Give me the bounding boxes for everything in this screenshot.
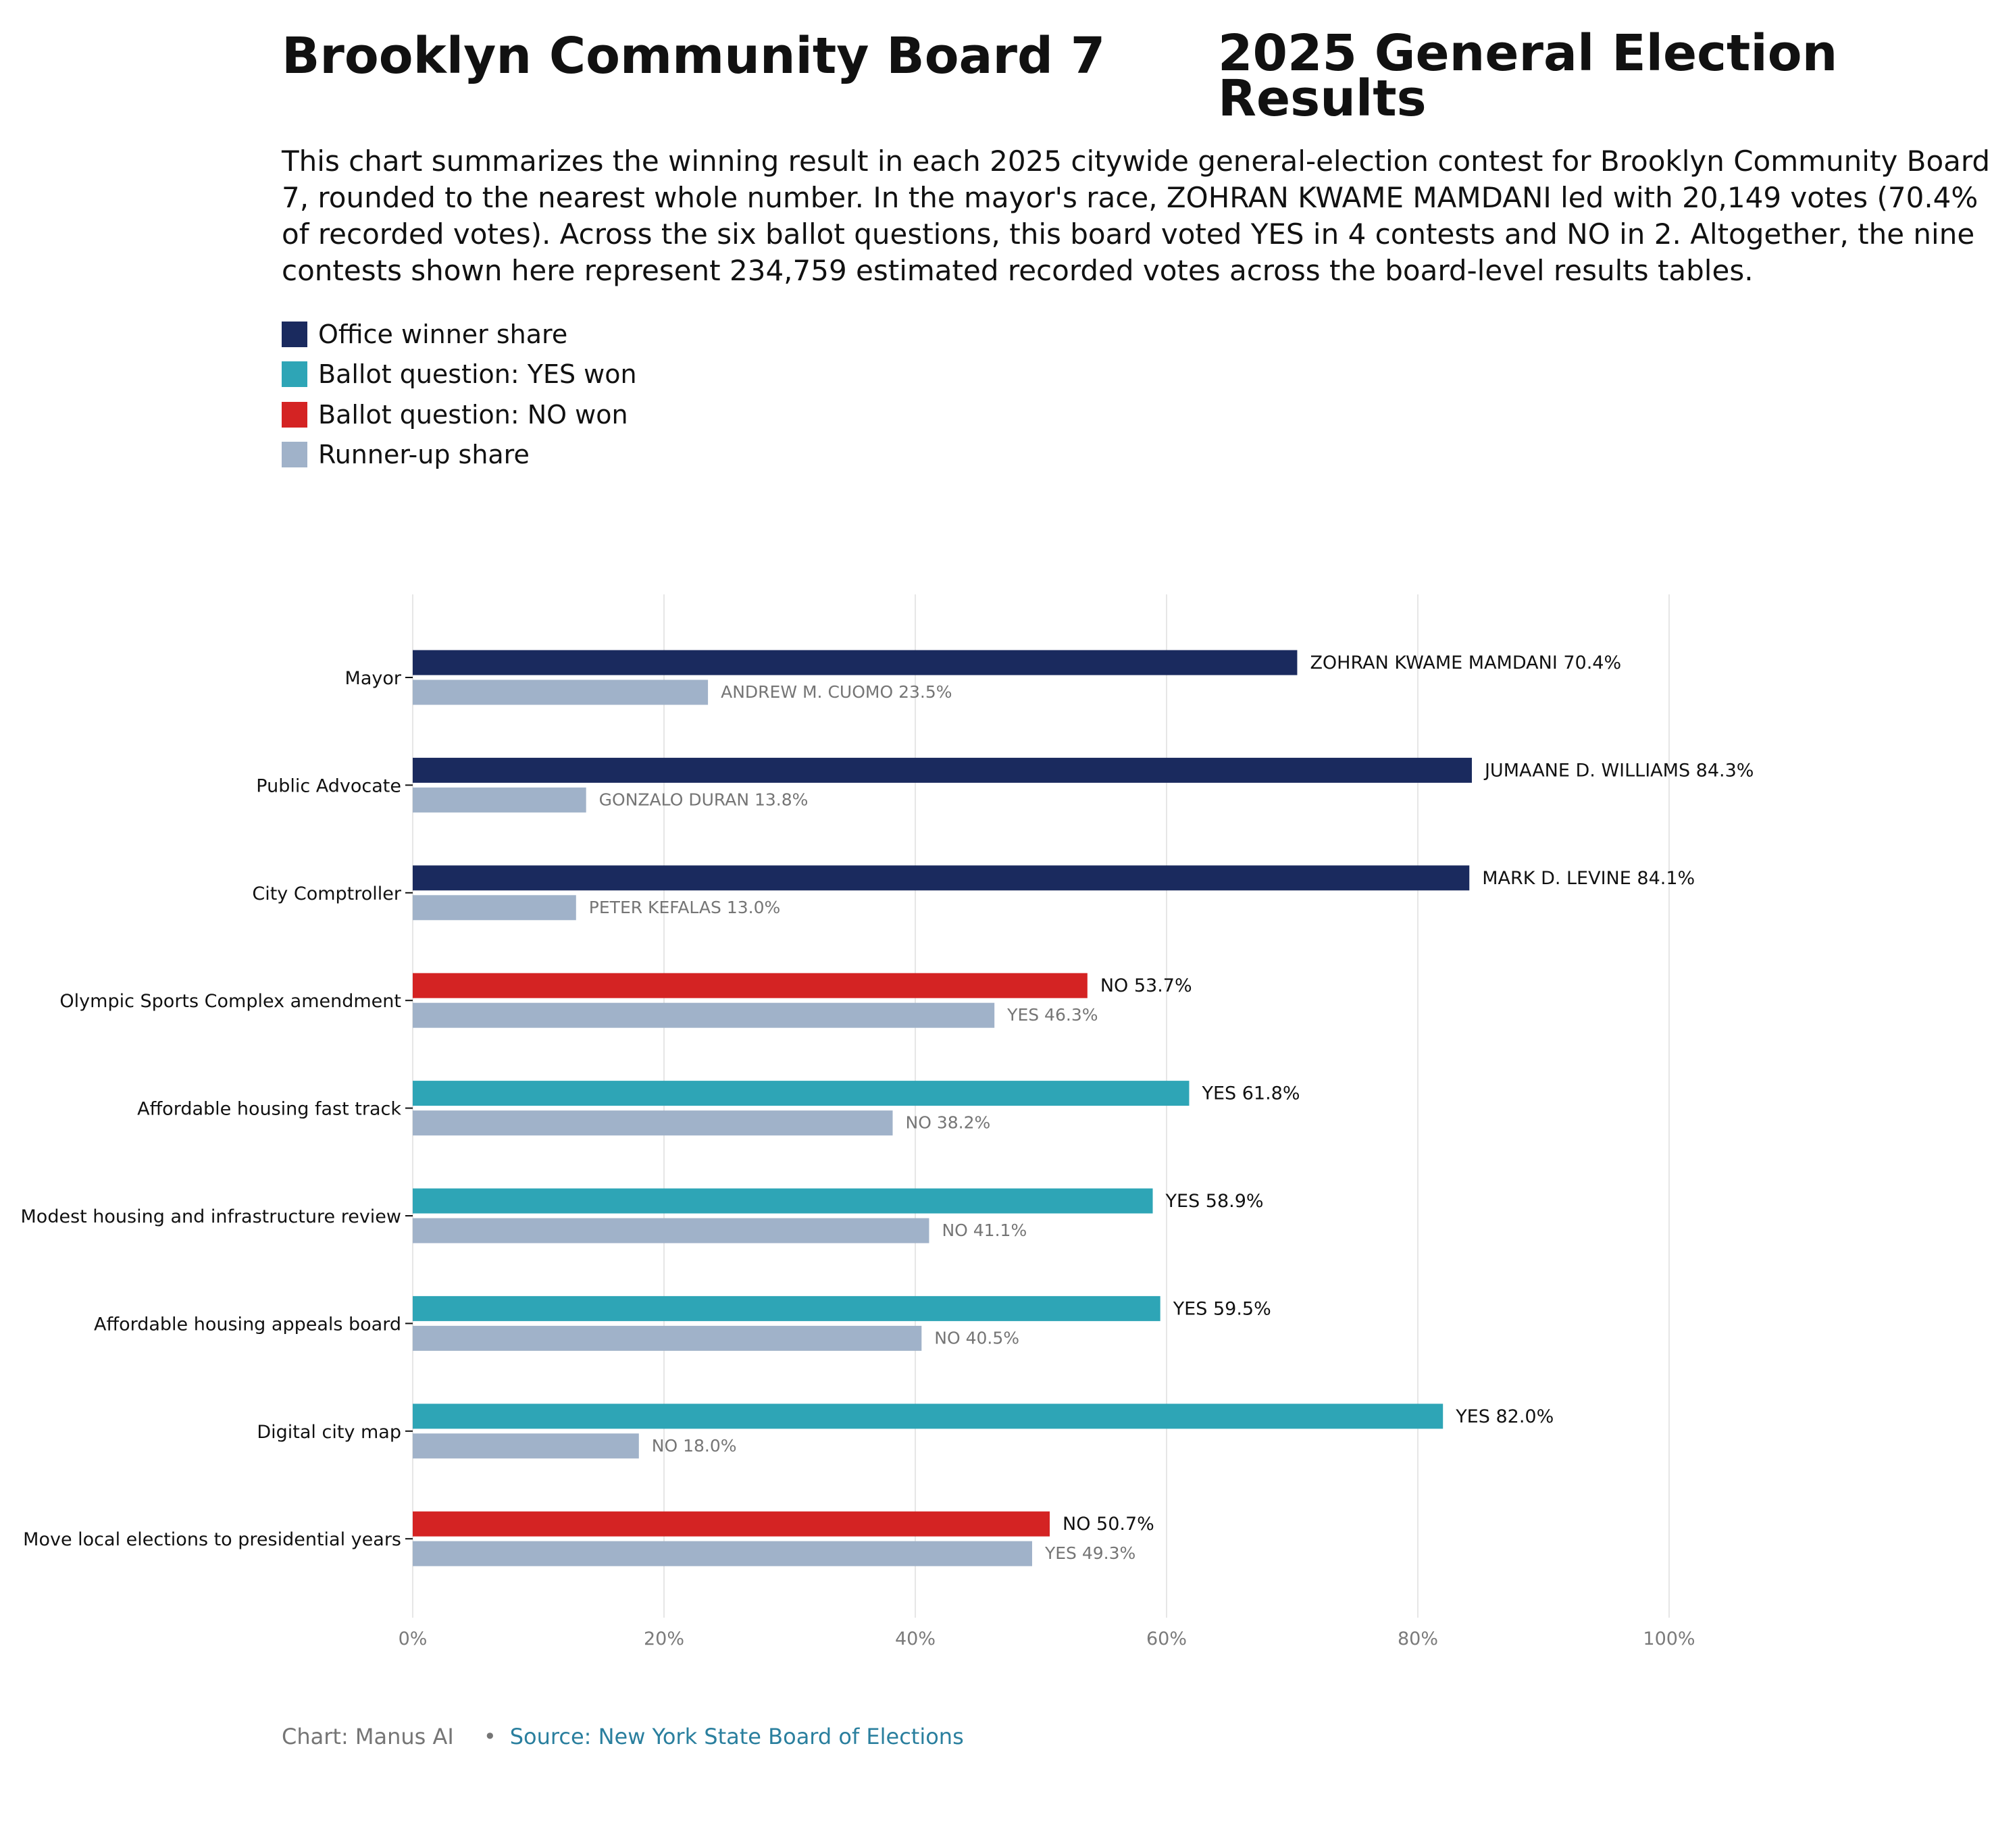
- category-label-city-comptroller: City Comptroller: [252, 883, 402, 904]
- legend-item-runner-up: Runner-up share: [282, 435, 637, 476]
- winner-bar-olympic-sports-complex-amendment: [413, 973, 1088, 998]
- winner-label-mayor: ZOHRAN KWAME MAMDANI 70.4%: [1310, 652, 1621, 673]
- legend-label-runner-up: Runner-up share: [318, 440, 530, 470]
- legend-item-office-winner: Office winner share: [282, 314, 637, 355]
- legend-item-no-won: Ballot question: NO won: [282, 394, 637, 435]
- legend-swatch-office-winner: [282, 321, 307, 347]
- category-label-mayor: Mayor: [345, 668, 402, 689]
- winner-label-move-local-elections-to-presidential-years: NO 50.7%: [1063, 1514, 1154, 1535]
- winner-bar-mayor: [413, 650, 1298, 675]
- winner-bar-city-comptroller: [413, 865, 1470, 891]
- x-tick-label: 0%: [399, 1628, 428, 1649]
- legend-swatch-runner-up: [282, 442, 307, 468]
- winner-bar-move-local-elections-to-presidential-years: [413, 1511, 1050, 1537]
- winner-label-affordable-housing-fast-track: YES 61.8%: [1201, 1083, 1300, 1104]
- winner-label-affordable-housing-appeals-board: YES 59.5%: [1173, 1298, 1271, 1319]
- runner-up-label-modest-housing-and-infrastructure-review: NO 41.1%: [942, 1221, 1027, 1240]
- chart-footer: Chart: Manus AI • Source: New York State B…: [282, 1724, 964, 1749]
- footer-separator: •: [483, 1724, 496, 1749]
- runner-up-bar-affordable-housing-appeals-board: [413, 1325, 922, 1351]
- winner-bar-digital-city-map: [413, 1404, 1444, 1429]
- legend: Office winner share Ballot question: YES…: [282, 314, 637, 475]
- runner-up-bar-city-comptroller: [413, 895, 576, 921]
- runner-up-bar-olympic-sports-complex-amendment: [413, 1002, 995, 1028]
- runner-up-label-public-advocate: GONZALO DURAN 13.8%: [599, 790, 809, 809]
- runner-up-bar-modest-housing-and-infrastructure-review: [413, 1218, 929, 1243]
- runner-up-label-move-local-elections-to-presidential-years: YES 49.3%: [1044, 1543, 1135, 1563]
- x-tick-label: 100%: [1643, 1628, 1695, 1649]
- runner-up-bar-move-local-elections-to-presidential-years: [413, 1541, 1032, 1566]
- runner-up-label-olympic-sports-complex-amendment: YES 46.3%: [1006, 1005, 1098, 1025]
- runner-up-bar-mayor: [413, 679, 709, 705]
- category-label-public-advocate: Public Advocate: [256, 775, 401, 796]
- category-label-affordable-housing-appeals-board: Affordable housing appeals board: [94, 1314, 401, 1335]
- winner-label-public-advocate: JUMAANE D. WILLIAMS 84.3%: [1483, 760, 1754, 781]
- legend-label-yes-won: Ballot question: YES won: [318, 359, 637, 390]
- winner-label-digital-city-map: YES 82.0%: [1455, 1406, 1554, 1427]
- x-tick-label: 20%: [644, 1628, 684, 1649]
- category-label-move-local-elections-to-presidential-years: Move local elections to presidential yea…: [23, 1529, 401, 1550]
- runner-up-bar-affordable-housing-fast-track: [413, 1110, 893, 1136]
- chart-summary: This chart summarizes the winning result…: [282, 145, 1991, 287]
- runner-up-label-digital-city-map: NO 18.0%: [652, 1436, 737, 1456]
- x-tick-label: 40%: [895, 1628, 936, 1649]
- winner-bar-public-advocate: [413, 757, 1472, 783]
- legend-label-office-winner: Office winner share: [318, 319, 568, 349]
- chart-title-board: Brooklyn Community Board 7: [282, 27, 1106, 85]
- legend-item-yes-won: Ballot question: YES won: [282, 355, 637, 395]
- legend-swatch-yes-won: [282, 361, 307, 388]
- winner-label-olympic-sports-complex-amendment: NO 53.7%: [1100, 975, 1192, 996]
- legend-swatch-no-won: [282, 401, 307, 428]
- x-tick-label: 60%: [1146, 1628, 1187, 1649]
- winner-bar-affordable-housing-appeals-board: [413, 1295, 1160, 1321]
- category-label-olympic-sports-complex-amendment: Olympic Sports Complex amendment: [59, 991, 401, 1012]
- chart-title-election: 2025 General Election Results: [1218, 24, 1838, 128]
- runner-up-bar-public-advocate: [413, 787, 586, 813]
- category-label-affordable-housing-fast-track: Affordable housing fast track: [137, 1099, 401, 1120]
- runner-up-label-affordable-housing-appeals-board: NO 40.5%: [934, 1328, 1019, 1348]
- x-tick-label: 80%: [1398, 1628, 1438, 1649]
- winner-label-city-comptroller: MARK D. LEVINE 84.1%: [1482, 868, 1695, 889]
- results-bar-chart: 0% 20% 40% 60% 80% 100% Mayor ZOHRAN KWAME MAMD…: [21, 594, 1754, 1649]
- chart-credit: Chart: Manus AI: [282, 1724, 454, 1749]
- category-label-digital-city-map: Digital city map: [257, 1422, 401, 1443]
- legend-label-no-won: Ballot question: NO won: [318, 399, 628, 430]
- category-label-modest-housing-and-infrastructure-review: Modest housing and infrastructure review: [21, 1206, 402, 1227]
- runner-up-label-affordable-housing-fast-track: NO 38.2%: [906, 1113, 991, 1133]
- source-link[interactable]: Source: New York State Board of Election…: [509, 1724, 964, 1749]
- runner-up-label-mayor: ANDREW M. CUOMO 23.5%: [721, 682, 952, 702]
- winner-label-modest-housing-and-infrastructure-review: YES 58.9%: [1165, 1191, 1264, 1212]
- runner-up-bar-digital-city-map: [413, 1433, 639, 1459]
- winner-bar-modest-housing-and-infrastructure-review: [413, 1188, 1153, 1214]
- winner-bar-affordable-housing-fast-track: [413, 1081, 1190, 1106]
- runner-up-label-city-comptroller: PETER KEFALAS 13.0%: [589, 898, 780, 917]
